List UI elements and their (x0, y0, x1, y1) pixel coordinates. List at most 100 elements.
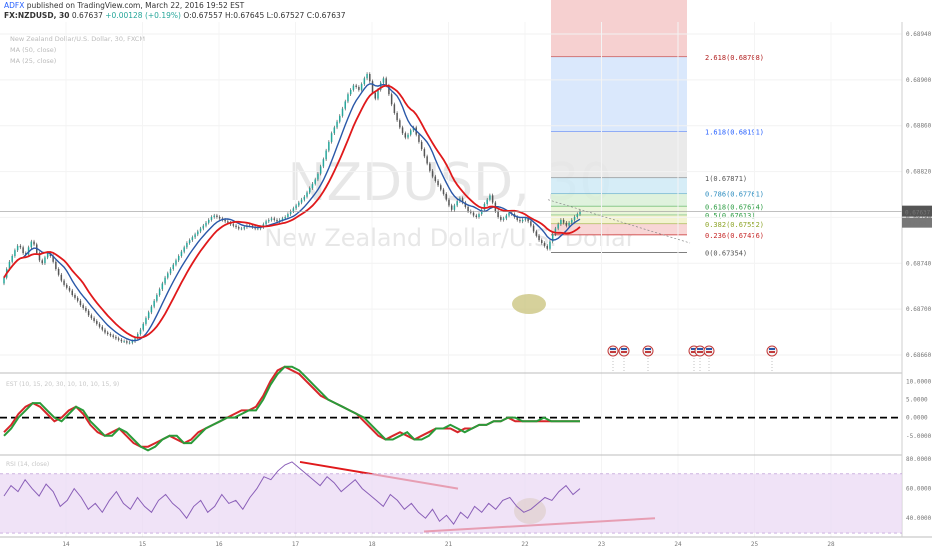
candle-body (431, 170, 434, 177)
candle-body (453, 205, 456, 210)
time-tick-label: 16 (215, 541, 223, 548)
fib-zone-0.786 (551, 177, 687, 194)
candle-body (456, 201, 458, 206)
candle-body (19, 245, 22, 248)
candle-body (199, 228, 202, 232)
candle-body (333, 127, 336, 134)
candle-body (218, 217, 221, 219)
current-price-label: 0.67637 (905, 210, 931, 217)
candle-body (339, 115, 341, 122)
price-tick-label: 0.68660 (906, 352, 932, 359)
fib-label-2.618: 2.618(0.68708) (705, 54, 764, 62)
us-flag-icon (691, 348, 697, 350)
candle-body (79, 300, 82, 306)
candle-body (298, 202, 300, 206)
open-value: O:0.67557 (183, 11, 223, 20)
candle-body (76, 297, 79, 301)
candle-body (8, 261, 11, 269)
ma25-label[interactable]: MA (25, close) (10, 57, 57, 65)
candle-body (145, 318, 147, 324)
us-flag-icon (610, 351, 616, 353)
price-dotted-trendline[interactable] (547, 199, 691, 244)
candle-body (336, 121, 338, 128)
candle-body (207, 219, 210, 223)
candle-body (322, 159, 325, 167)
candle-body (142, 323, 144, 330)
candle-body (565, 222, 568, 226)
candle-body (172, 264, 175, 269)
candle-body (191, 237, 194, 241)
candle-body (131, 341, 134, 343)
candle-body (106, 332, 109, 334)
overlay-legend: New Zealand Dollar/U.S. Dollar, 30, FXCM… (10, 34, 145, 67)
candle-body (284, 217, 286, 219)
candle-body (467, 206, 469, 212)
candle-body (579, 211, 581, 215)
candle-body (418, 134, 420, 142)
high-value: H:0.67645 (225, 11, 265, 20)
us-flag-icon (610, 348, 616, 350)
candle-body (311, 183, 314, 189)
candle-body (306, 192, 308, 197)
candle-body (177, 256, 180, 261)
price-tick-label: 0.68820 (906, 169, 932, 176)
candle-body (516, 217, 518, 220)
candle-body (557, 224, 559, 229)
candle-body (352, 85, 355, 90)
candle-body (27, 247, 30, 255)
candle-body (87, 310, 90, 316)
candle-body (445, 193, 447, 200)
candle-body (347, 94, 349, 102)
us-flag-icon (697, 348, 703, 350)
close-value: C:0.67637 (306, 11, 346, 20)
candle-body (68, 287, 71, 291)
candle-body (240, 228, 243, 230)
candle-body (319, 166, 322, 174)
price-tick-label: 0.68900 (906, 77, 932, 84)
price-highlight-ellipse[interactable] (512, 294, 546, 314)
candle-body (377, 89, 379, 99)
candle-body (243, 227, 245, 229)
candle-body (120, 339, 123, 342)
candle-body (112, 335, 114, 337)
candle-body (401, 127, 404, 134)
candle-body (409, 130, 412, 135)
candle-body (292, 208, 295, 212)
candle-body (14, 250, 16, 256)
rsi-line (3, 461, 581, 525)
price-label-bg (902, 205, 932, 217)
us-flag-icon (769, 351, 775, 353)
fibonacci-extension[interactable]: 3.618(0.69225)2.618(0.68708)1.618(0.6819… (551, 0, 764, 258)
price-grid (0, 22, 902, 537)
candle-body (93, 318, 95, 321)
candle-body (527, 218, 529, 222)
est-label[interactable]: EST (10, 15, 20, 30, 10, 10, 10, 15, 9) (6, 381, 119, 388)
fib-label-0.786: 0.786(0.67761) (705, 191, 764, 199)
us-flag-icon (691, 351, 697, 353)
published-text: published on TradingView.com, March 22, … (26, 1, 245, 10)
us-flag-icon (645, 348, 651, 350)
rsi-pane (0, 461, 902, 534)
publisher[interactable]: ADFX (4, 1, 25, 10)
candle-body (489, 195, 491, 200)
candle-body (371, 81, 374, 93)
event-markers[interactable] (607, 345, 778, 372)
last-price: 0.67637 (71, 11, 103, 20)
candle-body (549, 241, 551, 249)
candle-body (60, 274, 63, 281)
countdown-label: 07:60 (908, 221, 926, 228)
candle-body (300, 199, 303, 203)
candle-body (341, 108, 344, 116)
symbol-label[interactable]: FX:NZDUSD, 30 (4, 11, 70, 20)
candle-body (180, 251, 183, 256)
candle-body (483, 204, 486, 210)
candle-body (197, 231, 199, 235)
candle-body (546, 245, 548, 249)
candle-body (139, 329, 142, 334)
candle-body (123, 341, 125, 343)
candle-body (175, 260, 177, 265)
rsi-label[interactable]: RSI (14, close) (6, 461, 49, 468)
candle-body (464, 202, 467, 207)
ma50-label[interactable]: MA (50, close) (10, 46, 57, 54)
